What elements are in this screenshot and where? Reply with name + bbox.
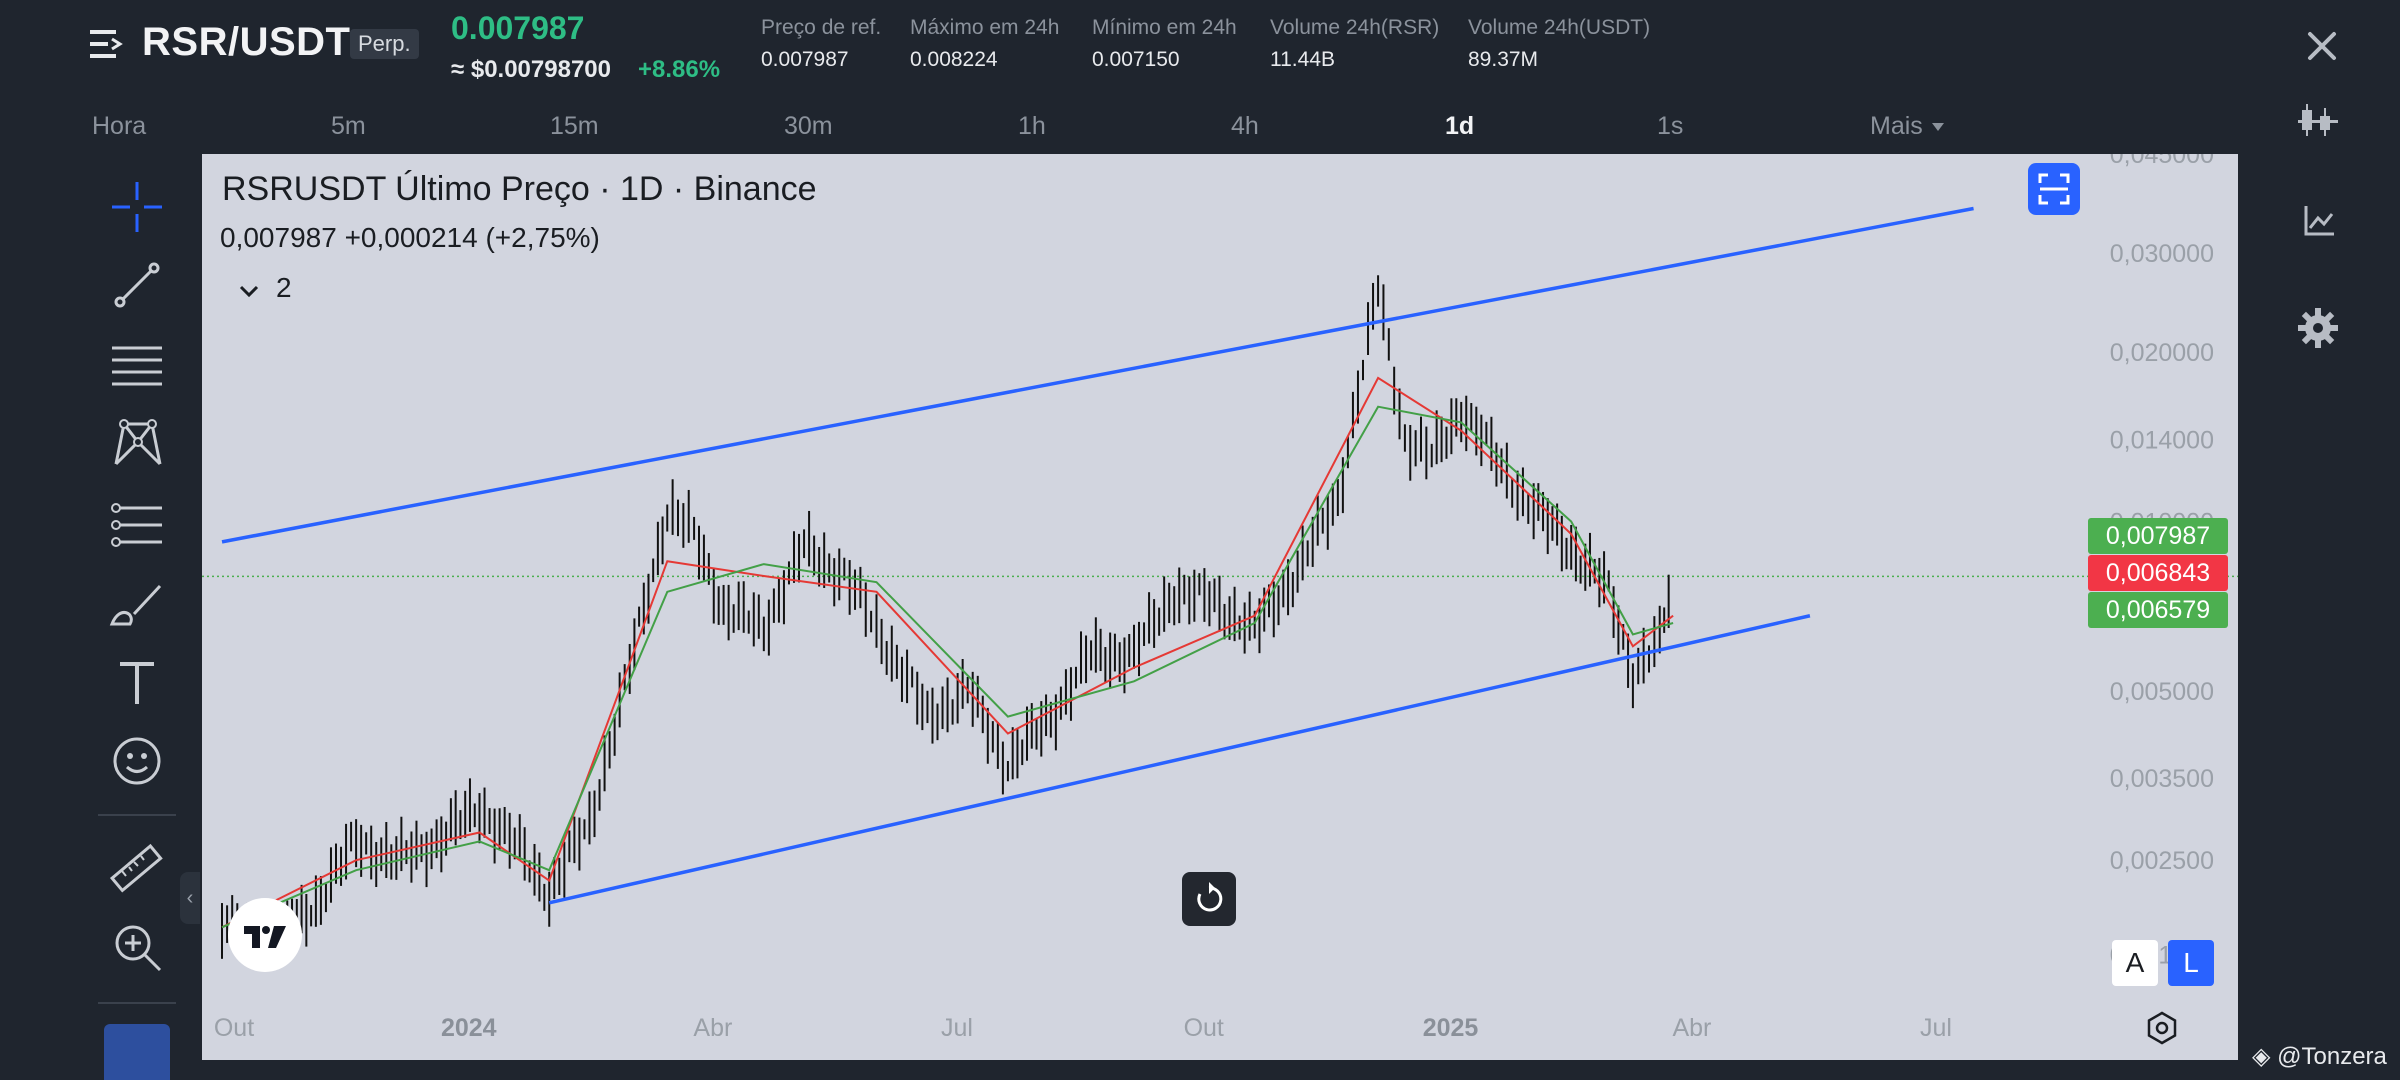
author-watermark: ◈ @Tonzera — [2252, 1042, 2387, 1071]
collapse-toolbar-tab[interactable]: ‹ — [180, 872, 200, 924]
toolbar-divider — [98, 1002, 176, 1004]
diamond-icon: ◈ — [2252, 1043, 2271, 1070]
x-axis-tick-label: 2024 — [441, 1014, 497, 1042]
change-percent: +8.86% — [638, 56, 721, 83]
tf-more-label: Mais — [1870, 112, 1923, 140]
fullscreen-button[interactable] — [2028, 163, 2080, 215]
stat-label-low-24h: Mínimo em 24h — [1092, 16, 1237, 39]
prediction-tools-icon[interactable] — [106, 494, 168, 556]
tf-15m[interactable]: 15m — [550, 112, 599, 140]
stat-value-volume-rsr: 11.44B — [1270, 48, 1335, 71]
chevron-down-icon[interactable] — [238, 280, 260, 302]
x-axis-tick-label: Abr — [1672, 1014, 1711, 1042]
close-icon[interactable] — [2300, 24, 2344, 68]
toolbar-divider — [98, 814, 176, 816]
trend-line-icon[interactable] — [106, 254, 168, 316]
y-axis-tick-label: 0,002500 — [2110, 847, 2214, 875]
channel-trendline-0 — [221, 206, 1974, 544]
chart-legend-title: RSRUSDT Último Preço · 1D · Binance — [222, 170, 817, 208]
fullscreen-icon — [2038, 173, 2070, 205]
stat-value-high-24h: 0.008224 — [910, 48, 998, 71]
toolbar-more-button[interactable] — [104, 1024, 170, 1080]
reset-icon — [1197, 882, 1223, 912]
gear-icon[interactable] — [2296, 306, 2340, 350]
brush-icon[interactable] — [106, 574, 168, 636]
stat-label-high-24h: Máximo em 24h — [910, 16, 1060, 39]
zoom-in-icon[interactable] — [106, 916, 168, 978]
x-axis-tick-label: Out — [1184, 1014, 1224, 1042]
stat-label-ref-price: Preço de ref. — [761, 16, 882, 39]
tf-1h[interactable]: 1h — [1018, 112, 1046, 140]
y-axis-tick-label: 0,003500 — [2110, 765, 2214, 793]
y-axis-tick-label: 0,030000 — [2110, 240, 2214, 268]
indicator-count[interactable]: 2 — [276, 272, 292, 303]
axis-settings-icon[interactable] — [2144, 1010, 2180, 1046]
tf-30m[interactable]: 30m — [784, 112, 833, 140]
ruler-icon[interactable] — [106, 838, 168, 900]
stat-value-volume-usdt: 89.37M — [1468, 48, 1539, 71]
pair-title[interactable]: RSR/USDT — [142, 20, 351, 64]
reset-chart-button[interactable] — [1182, 872, 1236, 926]
tradingview-logo[interactable] — [228, 898, 302, 972]
candles-icon[interactable] — [2296, 100, 2340, 144]
price-usd: ≈ $0.00798700 — [451, 56, 611, 83]
y-axis-tick-label: 0,014000 — [2110, 426, 2214, 454]
log-scale-button[interactable]: L — [2168, 940, 2214, 986]
watermark-text: @Tonzera — [2277, 1043, 2387, 1070]
x-axis-tick-label: Jul — [941, 1014, 973, 1042]
caret-down-icon — [1931, 123, 1944, 132]
tradingview-logo-icon — [244, 926, 286, 948]
x-axis-tick-label: 2025 — [1423, 1014, 1479, 1042]
last-price: 0.007987 — [451, 10, 585, 46]
channel-trendline-1 — [548, 614, 1811, 905]
fib-retracement-icon[interactable] — [106, 334, 168, 396]
text-tool-icon[interactable] — [106, 652, 168, 714]
y-axis-tick-label: 0,020000 — [2110, 339, 2214, 367]
chart-type-icon[interactable] — [2298, 200, 2340, 242]
chart-legend-quote: 0,007987 +0,000214 (+2,75%) — [220, 222, 600, 253]
stat-label-volume-rsr: Volume 24h(RSR) — [1270, 16, 1440, 39]
pattern-icon[interactable] — [106, 412, 168, 474]
x-axis-tick-label: Jul — [1920, 1014, 1952, 1042]
menu-icon[interactable] — [88, 26, 124, 62]
chart-canvas[interactable]: 0,0450000,0300000,0200000,0140000,010000… — [202, 154, 2238, 1060]
ma-slow-line — [221, 405, 1674, 929]
ma-fast-line — [221, 376, 1674, 929]
tf-1s[interactable]: 1s — [1657, 112, 1684, 140]
price-tag-last: 0,007987 — [2088, 518, 2228, 554]
tf-more[interactable]: Mais — [1870, 112, 1946, 141]
emoji-icon[interactable] — [106, 730, 168, 792]
auto-scale-button[interactable]: A — [2112, 940, 2158, 986]
tf-hora[interactable]: Hora — [92, 112, 147, 140]
stat-value-ref-price: 0.007987 — [761, 48, 849, 71]
tf-4h[interactable]: 4h — [1231, 112, 1259, 140]
price-tag-ma-slow: 0,006579 — [2088, 592, 2228, 628]
contract-type-badge: Perp. — [350, 29, 419, 59]
y-axis-tick-label: 0,005000 — [2110, 678, 2214, 706]
x-axis-tick-label: Out — [214, 1014, 254, 1042]
stat-label-volume-usdt: Volume 24h(USDT) — [1468, 16, 1651, 39]
x-axis-tick-label: Abr — [693, 1014, 732, 1042]
crosshair-icon[interactable] — [106, 176, 168, 238]
tf-1d[interactable]: 1d — [1445, 112, 1475, 140]
stat-value-low-24h: 0.007150 — [1092, 48, 1180, 71]
y-axis-tick-label: 0,045000 — [2110, 154, 2214, 169]
price-tag-ma-fast: 0,006843 — [2088, 555, 2228, 591]
tf-5m[interactable]: 5m — [331, 112, 366, 140]
